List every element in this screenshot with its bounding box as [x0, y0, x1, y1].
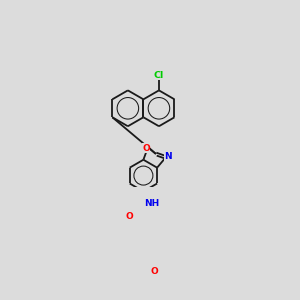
Text: O: O	[126, 212, 134, 221]
Text: O: O	[142, 144, 150, 153]
Text: N: N	[164, 152, 172, 160]
Text: Cl: Cl	[154, 70, 164, 80]
Text: NH: NH	[144, 199, 159, 208]
Text: O: O	[151, 267, 159, 276]
